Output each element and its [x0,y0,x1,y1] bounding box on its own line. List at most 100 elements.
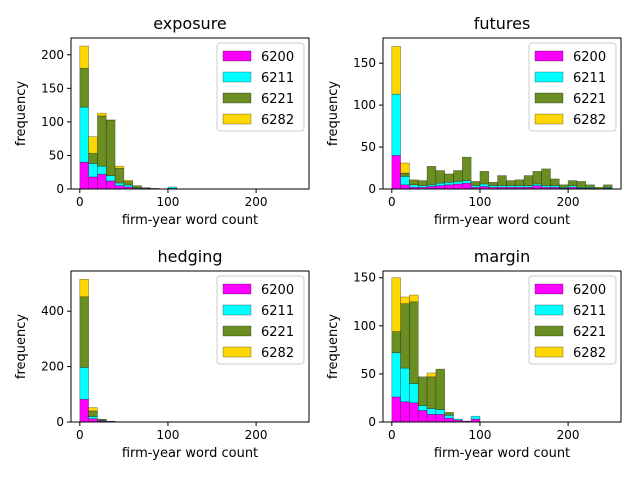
bar-6200-bin-20 [409,402,419,423]
bar-6200-bin-60 [444,184,454,190]
bar-6282-bin-0 [79,45,89,69]
legend-swatch-6221 [222,325,252,337]
bar-6211-bin-60 [132,187,142,189]
x-axis-label: firm-year word count [434,213,570,228]
x-axis-label: firm-year word count [122,446,258,461]
bar-6221-bin-110 [488,181,498,186]
x-tick-label: 200 [557,428,580,442]
bar-6200-bin-10 [400,184,410,190]
bar-6221-bin-10 [400,303,410,369]
y-tick-label: 150 [353,56,376,70]
legend-label-6200: 6200 [261,283,294,298]
bar-6282-bin-10 [88,136,98,154]
x-axis-label: firm-year word count [122,213,258,228]
x-tick-label: 200 [245,428,268,442]
bar-6200-bin-0 [391,396,401,423]
bar-6221-bin-170 [541,168,551,186]
bar-6221-bin-30 [417,180,428,186]
legend-label-6221: 6221 [573,325,606,340]
bar-6221-bin-200 [567,180,578,186]
bar-6221-bin-20 [97,115,107,167]
legend: 6200 6211 6221 6282 [528,42,617,132]
bar-6211-bin-30 [417,405,428,411]
x-tick-label: 100 [469,195,492,209]
bar-6200-bin-70 [453,183,463,190]
bar-6200-bin-0 [391,155,401,190]
bar-6211-bin-30 [105,175,116,182]
bar-6200-bin-0 [79,161,89,190]
bar-6221-bin-70 [141,187,151,189]
x-tick-label: 200 [557,195,580,209]
y-tick-label: 200 [41,360,64,374]
bar-6200-bin-20 [97,173,107,190]
x-tick-label: 0 [76,195,84,209]
bar-6221-bin-80 [462,156,472,181]
axes-frame [70,270,310,423]
legend-label-6211: 6211 [573,304,606,319]
y-tick-label: 0 [368,415,376,429]
x-axis-label: firm-year word count [434,446,570,461]
x-tick-label: 0 [388,195,396,209]
legend-box [528,42,617,132]
bar-6221-bin-220 [585,184,595,188]
bar-6221-bin-50 [435,368,446,410]
bar-6282-bin-20 [409,294,419,303]
bar-6221-bin-90 [470,181,481,186]
bar-6221-bin-150 [523,175,534,186]
legend-swatch-6211 [222,71,252,83]
bar-6211-bin-10 [400,176,410,186]
legend-swatch-6221 [222,92,252,104]
y-axis-label: frequency [326,81,341,147]
x-tick-label: 200 [245,195,268,209]
bar-6211-bin-10 [400,367,410,403]
bar-6221-bin-0 [79,67,89,108]
bar-6211-bin-60 [444,181,454,186]
subplot-margin: 0 100 200 0 50 100 150 margin firm-year word cou… [326,247,622,461]
legend-swatch-6200 [534,283,564,295]
bar-6211-bin-100 [479,183,490,187]
bar-6211-bin-60 [444,414,454,419]
legend-label-6211: 6211 [261,304,294,319]
y-tick-label: 0 [56,415,64,429]
bar-6200-bin-40 [114,185,125,190]
y-axis-label: frequency [14,81,29,147]
bar-6211-bin-50 [435,182,446,186]
bar-6221-bin-20 [409,180,419,186]
bar-6221-bin-50 [435,170,446,184]
y-axis-label: frequency [326,314,341,380]
legend-label-6282: 6282 [573,113,606,128]
subplot-title: futures [474,14,531,33]
legend-swatch-6200 [222,50,252,62]
bar-6221-bin-40 [114,167,125,184]
y-tick-label: 0 [368,182,376,196]
legend-label-6221: 6221 [261,325,294,340]
bar-6282-bin-50 [123,179,133,182]
legend: 6200 6211 6221 6282 [216,275,305,365]
bar-6200-bin-60 [444,417,454,423]
axes-frame [382,37,622,190]
bar-6200-bin-30 [105,180,116,190]
y-tick-label: 150 [353,271,376,285]
legend-box [216,42,305,132]
y-tick-label: 50 [361,140,376,154]
bar-6200-bin-30 [417,410,428,423]
bar-6211-bin-50 [435,409,446,415]
legend-label-6211: 6211 [261,71,294,86]
y-tick-label: 150 [41,81,64,95]
legend-label-6200: 6200 [261,50,294,65]
bar-6200-bin-50 [435,414,446,423]
bar-6282-bin-30 [105,119,116,121]
bar-6221-bin-30 [105,120,116,176]
legend: 6200 6211 6221 6282 [216,42,305,132]
y-tick-label: 200 [41,48,64,62]
legend-label-6200: 6200 [573,283,606,298]
bar-6221-bin-0 [79,296,89,368]
bar-6282-bin-10 [88,407,98,412]
bar-6211-bin-0 [79,367,89,400]
bar-6282-bin-10 [400,162,410,174]
x-tick-label: 100 [157,195,180,209]
axes-frame [70,37,310,190]
legend-swatch-6211 [222,304,252,316]
bar-6221-bin-70 [453,170,463,182]
